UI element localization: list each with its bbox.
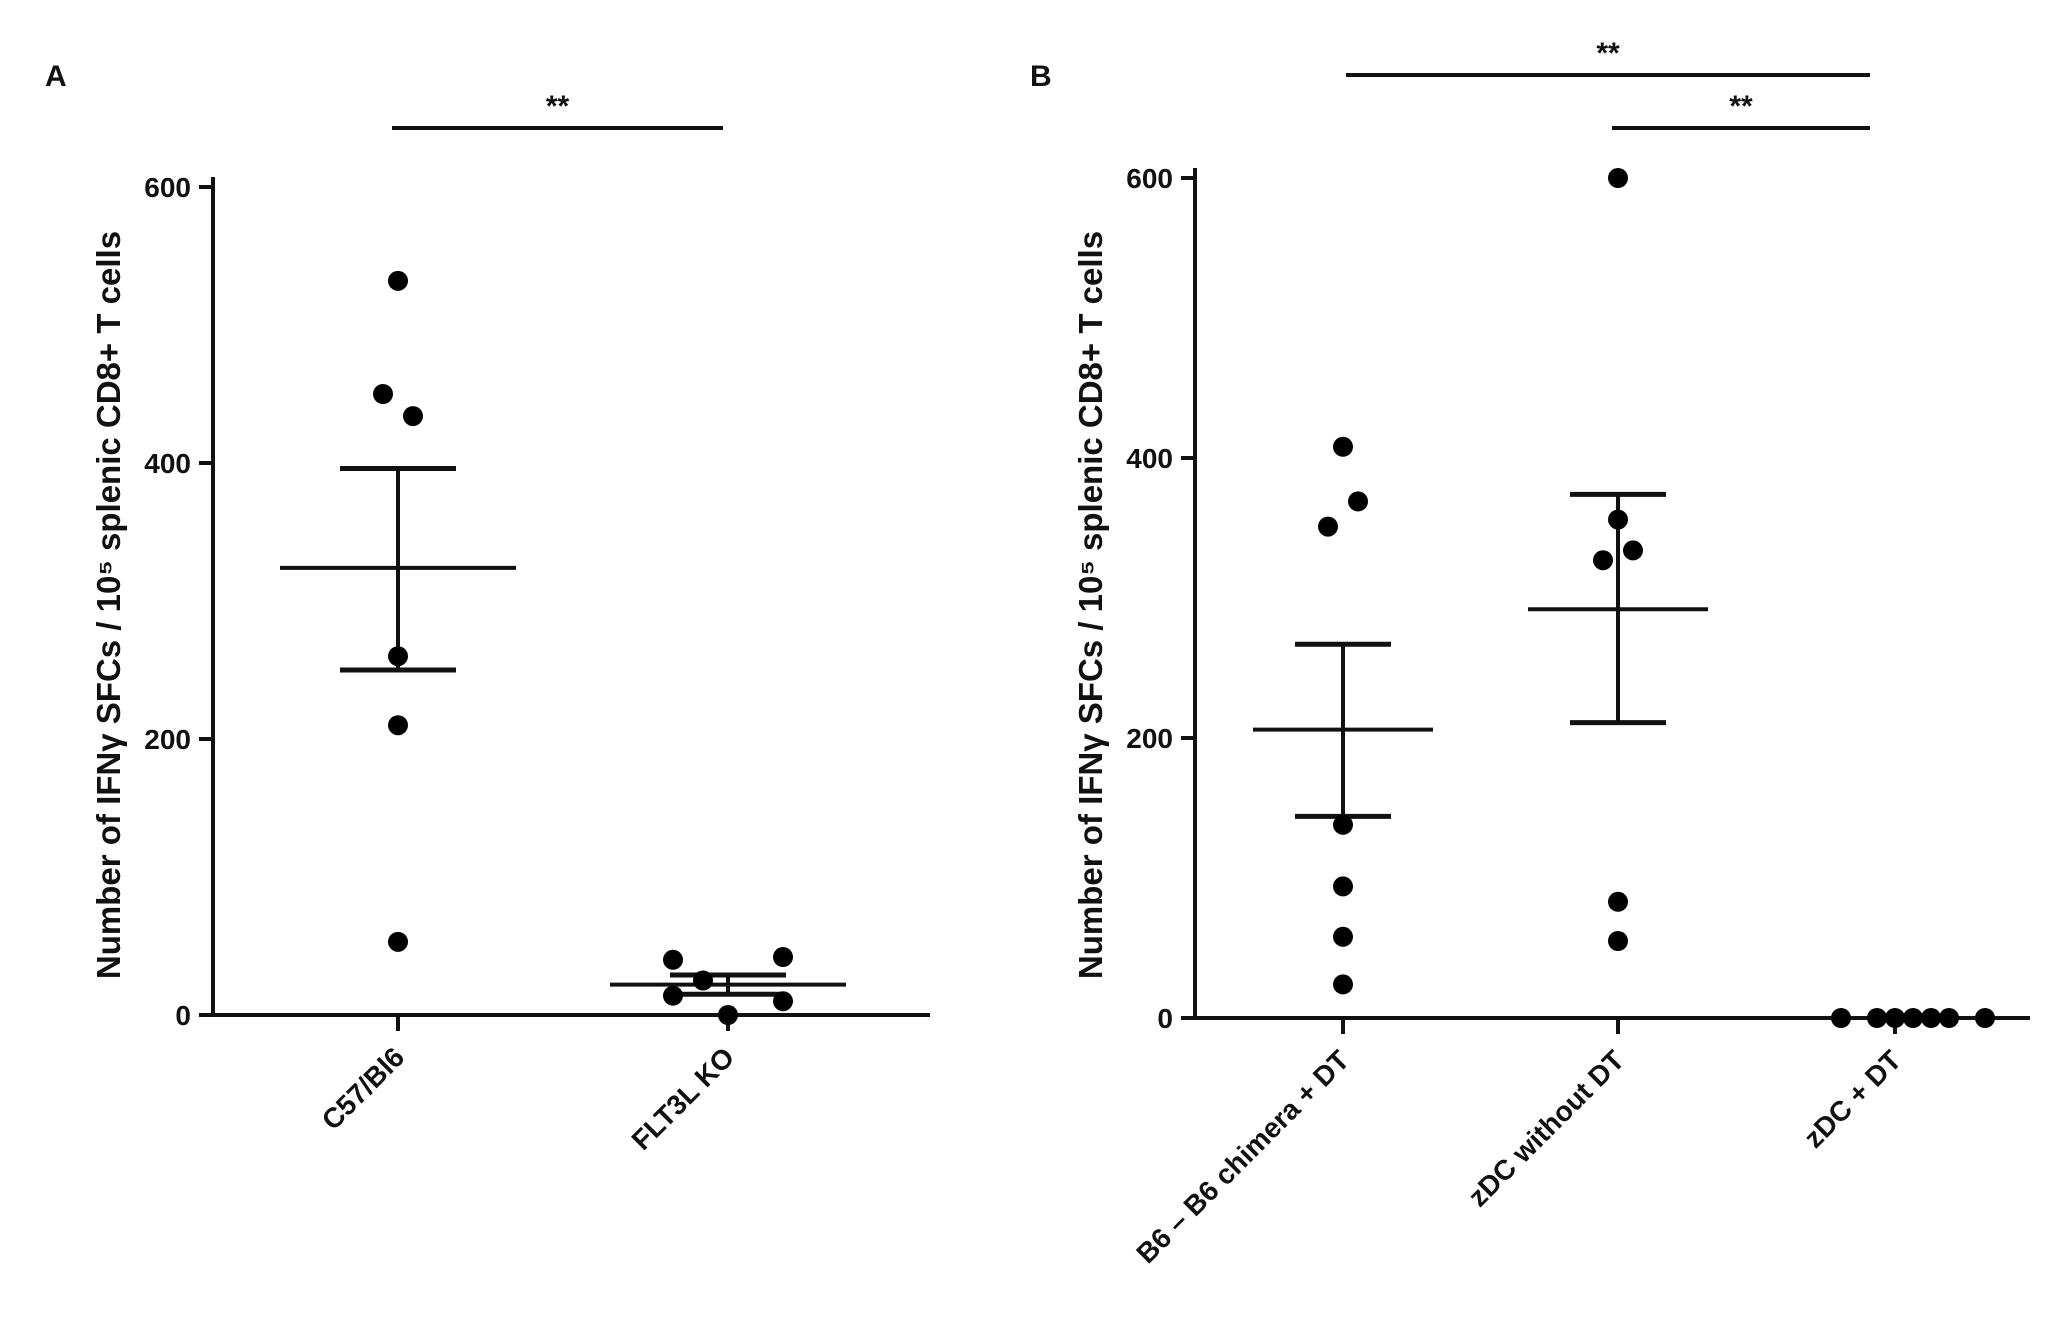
panel-b-data-point [1333,436,1353,457]
panel-a-data-point [388,931,408,952]
panel-b-data-point [1318,516,1338,537]
panel-a-x-tick-label: FLT3L KO [626,1041,741,1156]
panel-a-data-point [388,715,408,736]
panel-b-data-point [1593,550,1613,571]
panel-a-data-point [773,991,793,1012]
panel-b-data-point [1333,814,1353,835]
panel-a-x-tick-label: C57/Bl6 [316,1041,411,1136]
panel-b-y-tick-label: 200 [1126,723,1173,754]
panel-a-data-point [388,270,408,291]
panel-b-data-point [1939,1008,1959,1028]
panel-a-data-point [718,1005,738,1025]
panel-a: A Number of IFNγ SFCs / 10⁵ splenic CD8+… [45,60,930,1156]
panel-b-data-point [1885,1008,1905,1028]
panel-a-y-tick-label: 400 [144,448,191,479]
panel-b-data-point [1903,1008,1923,1028]
panel-b-y-axis-label: Number of IFNγ SFCs / 10⁵ splenic CD8+ T… [1072,231,1109,979]
panel-a-y-tick-label: 200 [144,724,191,755]
panel-b-data-point [1333,876,1353,897]
panel-b-y-tick-label: 400 [1126,443,1173,474]
panel-a-significance-label: ** [546,90,570,123]
panel-b-data-point [1608,168,1628,188]
panel-b-data-point [1333,926,1353,947]
panel-b-significance-label: ** [1729,90,1753,123]
panel-b-data-point [1333,974,1353,995]
panel-b-data-point [1348,491,1368,512]
panel-b-data-point [1867,1008,1887,1028]
panel-b-data-point [1608,931,1628,951]
panel-a-data-point [663,985,683,1006]
panel-a-y-tick-label: 600 [144,172,191,203]
panel-b-significance-label: ** [1596,37,1620,70]
panel-b-data-point [1608,891,1628,912]
panel-b-data-point [1831,1008,1851,1028]
panel-b-y-tick-label: 600 [1126,163,1173,194]
panel-a-y-axis-label: Number of IFNγ SFCs / 10⁵ splenic CD8+ T… [90,231,127,979]
panel-b-y-tick-label: 0 [1157,1003,1173,1034]
panel-b: B Number of IFNγ SFCs / 10⁵ splenic CD8+… [1030,37,2030,1269]
panel-b-data-point [1921,1008,1941,1028]
panel-b-x-tick-label: zDC without DT [1462,1044,1630,1212]
panel-b-data-point [1608,509,1628,530]
panel-b-x-tick-label: B6 – B6 chimera + DT [1130,1044,1355,1269]
panel-b-letter: B [1030,60,1052,93]
panel-b-data-point [1975,1008,1995,1028]
panel-b-data-point [1623,540,1643,561]
panel-a-data-point [693,970,713,991]
panel-a-data-point [403,406,423,427]
panel-a-data-point [388,646,408,667]
panel-a-letter: A [45,60,67,93]
panel-b-x-tick-label: zDC + DT [1798,1044,1907,1153]
panel-a-data-point [373,384,393,404]
panel-a-data-point [663,949,683,970]
panel-a-y-tick-label: 0 [175,1000,191,1031]
panel-a-data-point [773,947,793,968]
